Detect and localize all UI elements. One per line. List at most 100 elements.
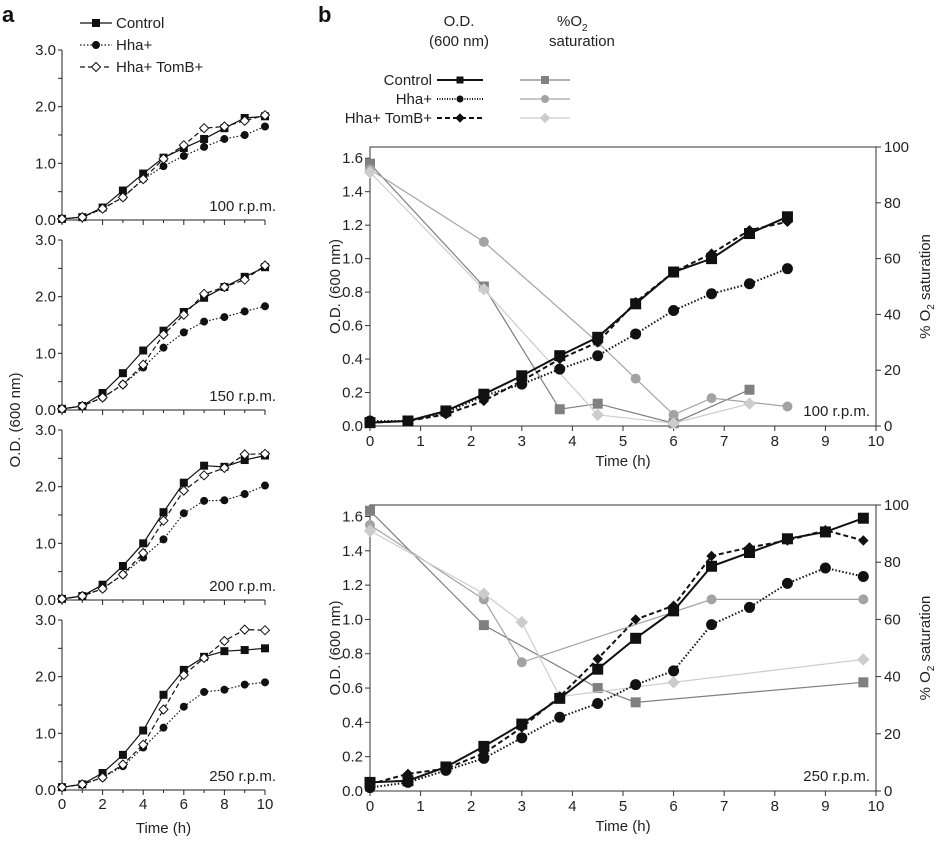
panel-label-b: b [318, 2, 331, 27]
y2-tick-label: 40 [884, 306, 901, 323]
series-hha-tomb--line [61, 453, 266, 600]
series-control-point [139, 539, 148, 548]
series-hha--point [200, 687, 209, 696]
series-control-point [159, 508, 168, 517]
x-tick-label: 4 [139, 796, 147, 813]
od-series-control-line [369, 517, 864, 784]
chart-b-1: 0.0 0.2 0.4 0.6 0.8 1.0 1.2 1.4 1.6 0 20 40 60 80 100 0… [327, 497, 937, 835]
od-series-hha-tomb--point [592, 653, 603, 665]
x-tick-label: 6 [669, 433, 677, 450]
od-series-hha--point [706, 619, 718, 631]
x-tick-label: 3 [518, 798, 526, 815]
y2-tick-label: 80 [884, 554, 901, 571]
od-series-hha-tomb--point [744, 224, 755, 236]
y-tick-label: 3.0 [35, 422, 56, 439]
y-tick-label: 0.4 [342, 714, 363, 731]
series-hha--point [240, 131, 249, 139]
x-tick-label: 7 [720, 433, 728, 450]
series-hha--point [200, 142, 209, 151]
series-hha-tomb--point [117, 569, 129, 580]
od-series-hha--point [819, 562, 831, 574]
series-control-point [118, 369, 127, 378]
series-hha--point [240, 490, 249, 499]
series-hha--point [220, 685, 229, 694]
o2-series-hha--point [630, 373, 641, 384]
y-tick-label: 1.0 [35, 725, 56, 742]
o2-series-control-point [365, 505, 375, 516]
series-hha--point [261, 122, 269, 131]
x-axis-label: Time (h) [595, 818, 650, 835]
series-hha-tomb--point [77, 400, 88, 412]
legend-a-hha-tomb: Hha+ TomB+ [116, 59, 204, 76]
series-hha-tomb--point [158, 704, 169, 715]
series-hha--point [240, 680, 249, 689]
y-axis-label: O.D. (600 nm) [7, 372, 24, 467]
x-tick-label: 5 [619, 798, 627, 815]
x-tick-label: 3 [518, 433, 526, 450]
chart-b-0: 0.0 0.2 0.4 0.6 0.8 1.0 1.2 1.4 1.6 0 20 40 60 80 100 0… [327, 139, 937, 470]
series-control-point [159, 690, 168, 699]
od-series-hha--line [370, 267, 788, 422]
series-hha-tomb--point [56, 403, 68, 415]
series-hha--point [179, 509, 188, 518]
series-hha-tomb--point [259, 109, 271, 121]
series-hha-tomb--point [97, 583, 108, 594]
x-tick-label: 1 [416, 798, 424, 815]
od-series-hha-tomb--point [782, 216, 793, 228]
legend-b-control: Control [384, 72, 432, 89]
y-tick-label: 0.0 [35, 402, 56, 419]
annotation: 250 r.p.m. [803, 768, 870, 785]
y-tick-label: 2.0 [35, 289, 56, 306]
series-hha-tomb--point [158, 329, 169, 340]
series-hha-tomb--point [198, 652, 210, 664]
series-hha-tomb--point [198, 288, 210, 300]
x-tick-label: 8 [220, 796, 228, 813]
o2-series-hha-tomb--point [743, 397, 756, 410]
od-series-control-point [857, 512, 869, 524]
series-hha-tomb--point [239, 115, 250, 127]
series-hha--point [179, 328, 188, 337]
legend-b-od-header-2: (600 nm) [429, 33, 489, 50]
od-series-hha-tomb--point [706, 248, 717, 259]
od-series-hha-tomb--point [668, 600, 679, 611]
od-series-hha--point [592, 698, 604, 710]
legend-a-control: Control [116, 15, 164, 32]
x-tick-label: 9 [821, 798, 829, 815]
o2-series-hha-tomb--point [363, 165, 377, 179]
series-control-point [200, 461, 209, 470]
series-control-point [200, 134, 209, 143]
y-tick-label: 1.6 [342, 508, 363, 525]
od-series-hha--point [781, 263, 793, 275]
od-series-control-line [369, 215, 788, 424]
legend-b-od-marker [456, 95, 464, 103]
y2-axis-label: % O2 saturation [917, 596, 937, 701]
series-hha-tomb--point [178, 139, 190, 151]
series-hha-tomb--point [219, 281, 230, 293]
series-hha--point [179, 151, 188, 160]
legend-a-marker [90, 61, 102, 73]
legend-b-o2-header-2: saturation [549, 33, 615, 50]
o2-series-hha--point [478, 236, 489, 247]
o2-series-hha-tomb--point [477, 587, 491, 600]
od-series-hha-tomb--line [369, 220, 788, 424]
x-tick-label: 8 [771, 798, 779, 815]
od-series-hha--point [706, 288, 718, 300]
legend-b-hha-tomb: Hha+ TomB+ [345, 110, 433, 127]
series-hha--point [261, 302, 269, 311]
legend-b: O.D. (600 nm) %O2 saturation Control Hha… [345, 13, 615, 127]
od-series-hha--point [516, 732, 528, 744]
series-hha-tomb--point [137, 547, 149, 559]
od-series-hha-tomb--point [820, 525, 831, 536]
od-series-hha-tomb--point [706, 550, 717, 562]
annotation: 250 r.p.m. [209, 768, 276, 785]
series-hha-tomb--point [56, 213, 68, 225]
od-series-hha--point [630, 328, 642, 340]
od-series-hha--point [857, 571, 869, 583]
series-hha-tomb--point [178, 669, 190, 681]
series-hha-tomb--point [239, 449, 250, 460]
od-series-control-point [592, 663, 604, 675]
o2-series-hha-tomb--point [363, 524, 377, 537]
x-tick-label: 7 [720, 798, 728, 815]
y-tick-label: 0.6 [342, 318, 363, 335]
y-axis-label: O.D. (600 nm) [327, 239, 344, 334]
